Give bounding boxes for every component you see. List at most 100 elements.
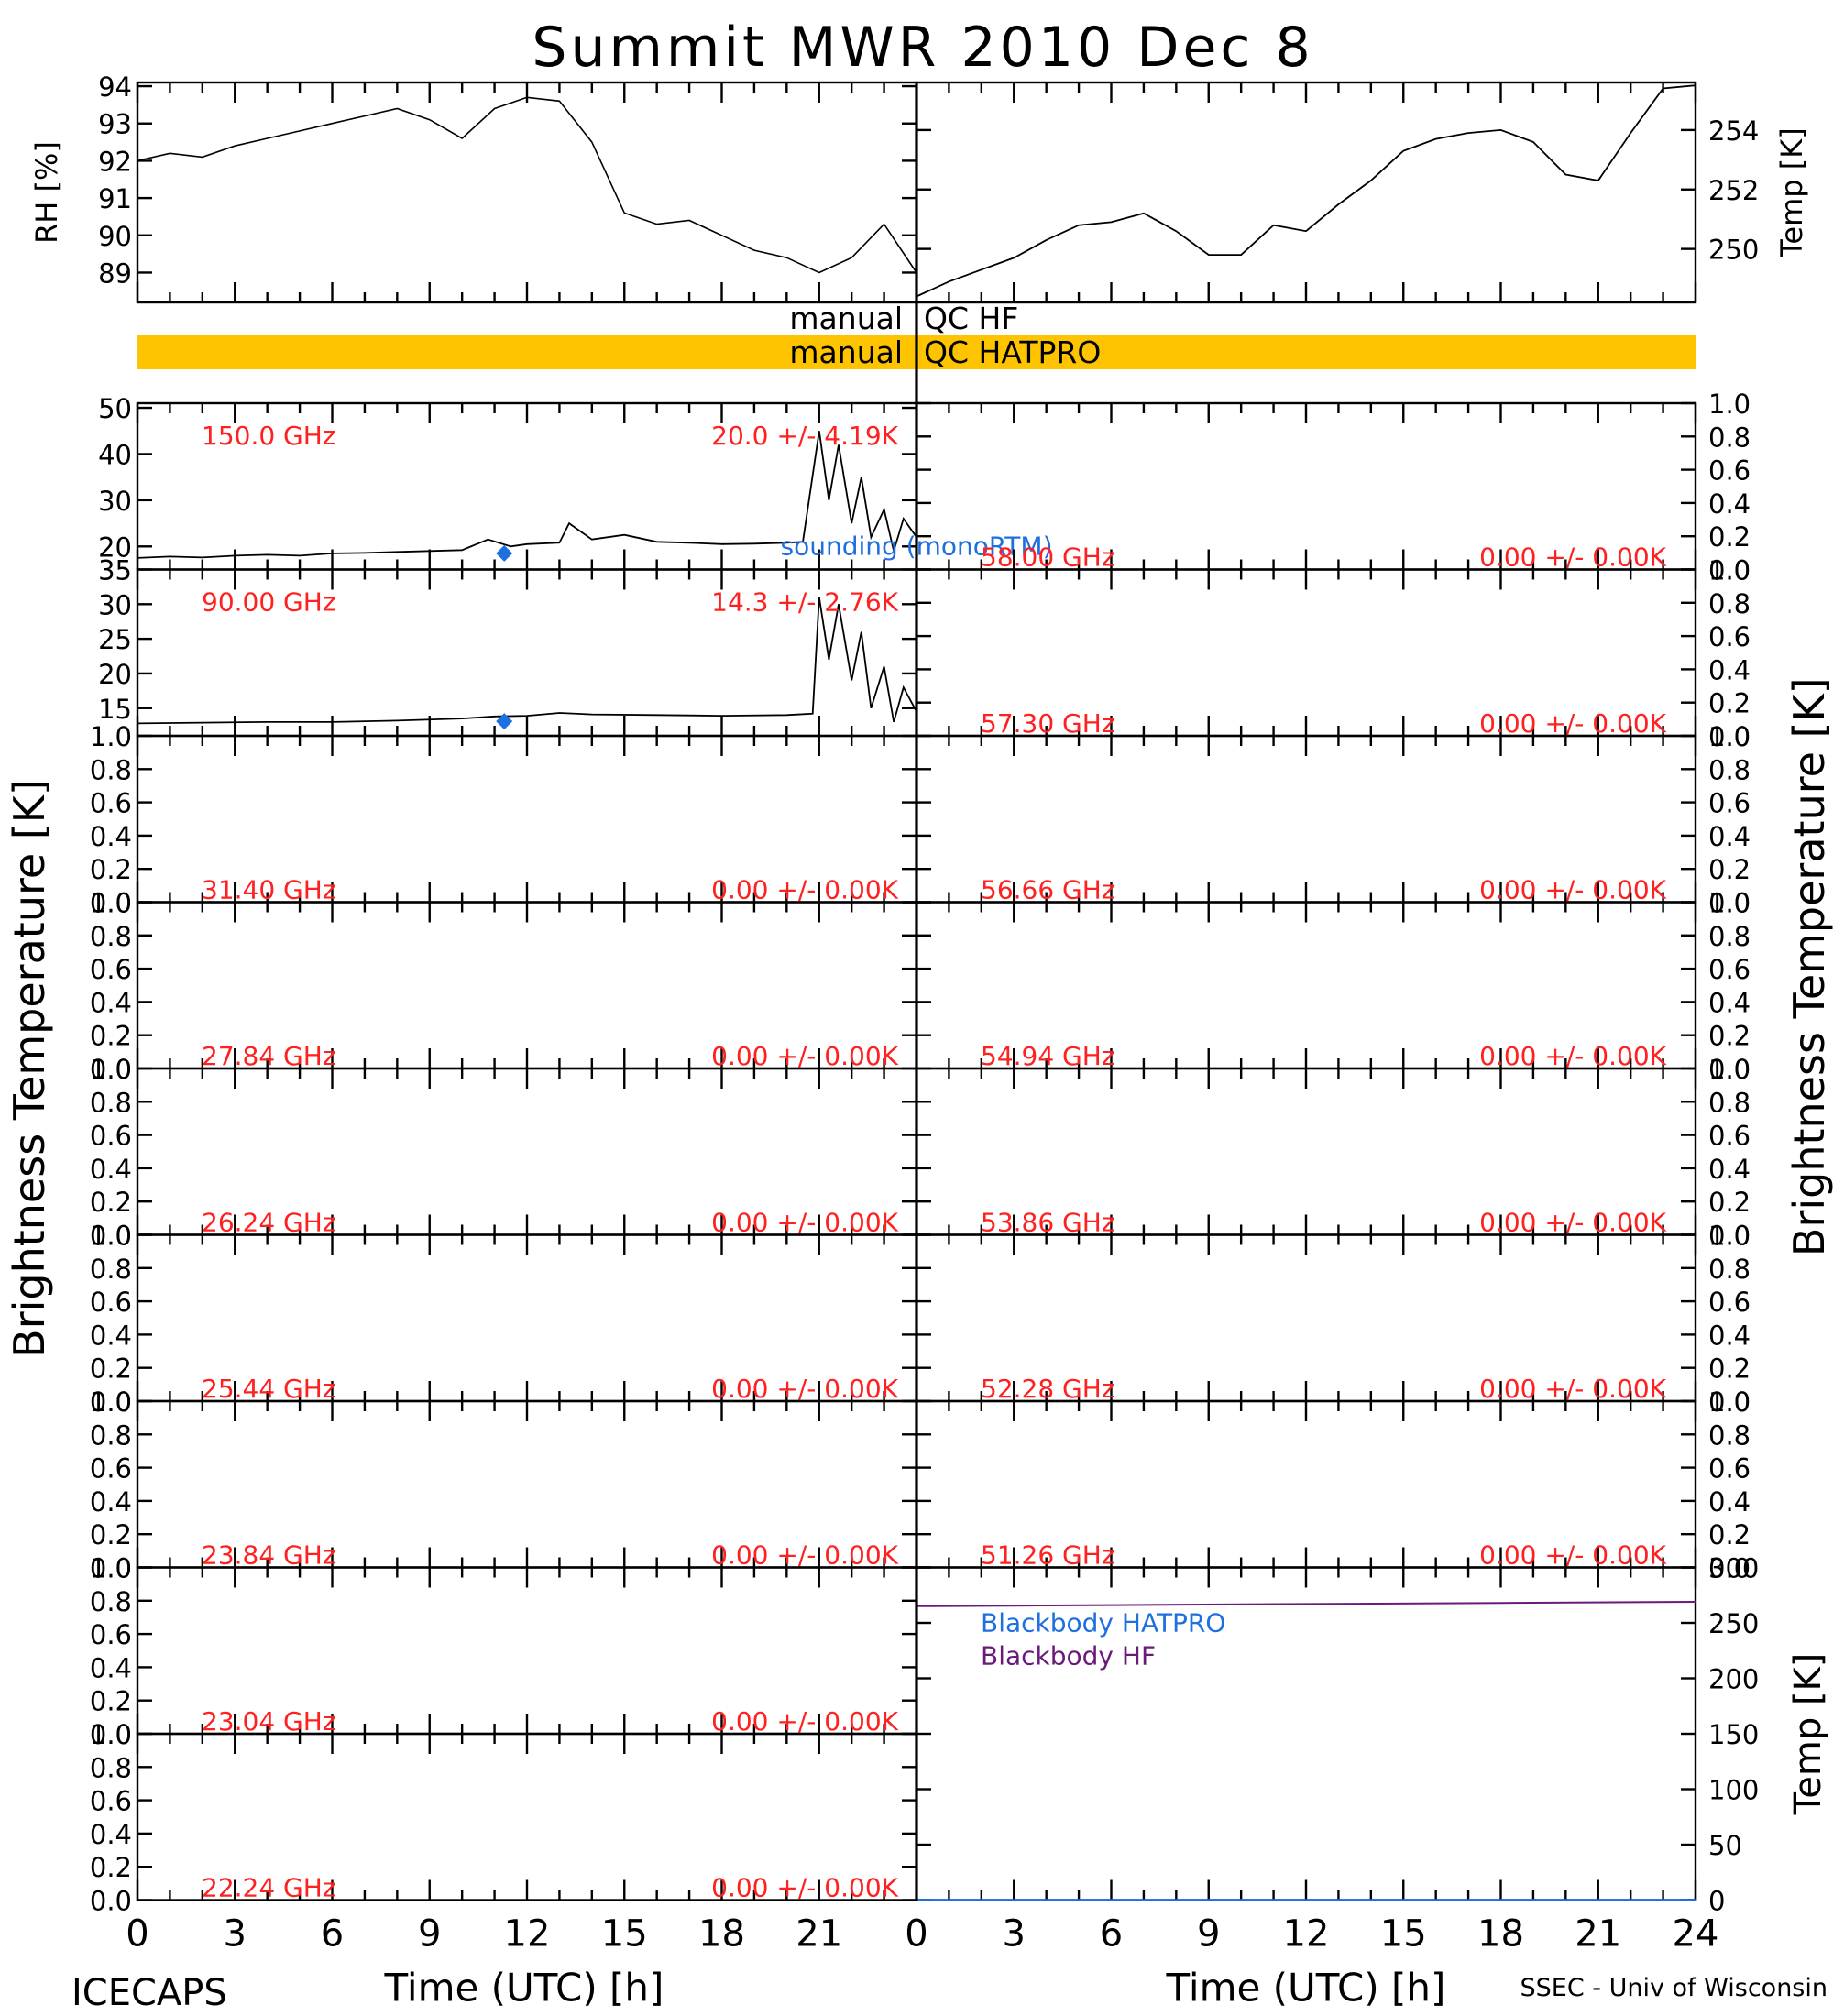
x-tick-label-left: 6: [321, 1913, 344, 1956]
bt-panel-bt26.24-ytick-label: 0.4: [90, 1154, 132, 1185]
bt-panel-bt31.40-ytick-label: 1.0: [90, 721, 132, 752]
stat-label-bt23.04: 0.00 +/- 0.00K: [711, 1706, 898, 1737]
bt-axis-label-right: Brightness Temperature [K]: [1784, 677, 1833, 1256]
x-axis-label-left: Time (UTC) [h]: [384, 1966, 664, 2011]
blackbody-panel-ytick-label: 50: [1708, 1830, 1742, 1861]
bt-panel-bt23.04-ytick-label: 0.6: [90, 1619, 132, 1650]
bt-panel-bt31.40-ytick-label: 0.0: [90, 888, 132, 919]
bt-panel-bt150-ytick-label: 50: [98, 393, 132, 424]
bt-series-line-bt150: [137, 431, 917, 559]
bt-panel-bt52.28-ytick-label: 0.6: [1708, 1287, 1751, 1318]
bt-panel-bt25.44-ytick-label: 0.0: [90, 1386, 132, 1418]
x-tick-label-right: 12: [1283, 1913, 1330, 1956]
bt-panel-bt22.24-ytick-label: 0.6: [90, 1786, 132, 1817]
freq-label-bt53.86: 53.86 GHz: [981, 1208, 1115, 1238]
stat-label-bt52.28: 0.00 +/- 0.00K: [1479, 1374, 1666, 1404]
freq-label-bt22.24: 22.24 GHz: [202, 1873, 336, 1903]
temp-panel-ytick-label: 250: [1708, 235, 1759, 266]
rh-panel-ytick-label: 94: [98, 71, 132, 103]
bt-panel-bt27.84-ytick-label: 1.0: [90, 888, 132, 919]
temp-panel-frame: [915, 81, 1697, 304]
bt-panel-bt57.30-ytick-label: 1.0: [1708, 555, 1751, 586]
bt-panel-bt23.84-ytick-label: 0.2: [90, 1519, 132, 1550]
qc-hf-label-right: QC HF: [924, 301, 1018, 336]
x-tick-label-right: 6: [1100, 1913, 1123, 1956]
bt-panel-bt58.00-ytick-label: 0.0: [1708, 555, 1751, 586]
chart-title: Summit MWR 2010 Dec 8: [532, 16, 1313, 80]
bt-panel-bt56.66-ytick-label: 0.6: [1708, 788, 1751, 819]
freq-label-bt58.00: 58.00 GHz: [981, 542, 1115, 573]
blackbody-panel-ytick-label: 250: [1708, 1608, 1759, 1639]
stat-label-bt57.30: 0.00 +/- 0.00K: [1479, 708, 1666, 739]
bt-panel-bt58.00-ytick-label: 0.2: [1708, 521, 1751, 553]
bt-panel-bt54.94-ytick-label: 0.8: [1708, 921, 1751, 952]
bt-panel-bt22.24-ytick-label: 0.4: [90, 1819, 132, 1850]
footer-left: ICECAPS: [71, 1972, 227, 2014]
x-tick-label-left: 21: [796, 1913, 842, 1956]
bt-panel-bt51.26-ytick-label: 1.0: [1708, 1386, 1751, 1418]
sounding-point-bt90: [496, 713, 513, 730]
stat-label-bt53.86: 0.00 +/- 0.00K: [1479, 1208, 1666, 1238]
bt-panel-bt26.24-ytick-label: 1.0: [90, 1054, 132, 1085]
blackbody-panel-ytick-label: 100: [1708, 1775, 1759, 1806]
bt-panel-bt51.26-ytick-label: 0.2: [1708, 1519, 1751, 1550]
x-tick-label-left: 12: [504, 1913, 551, 1956]
rh-panel-ytick-label: 93: [98, 109, 132, 140]
stat-label-bt23.84: 0.00 +/- 0.00K: [711, 1540, 898, 1571]
stat-label-bt58.00: 0.00 +/- 0.00K: [1479, 542, 1666, 573]
bt-panel-bt54.94-ytick-label: 0.4: [1708, 987, 1751, 1018]
bt-panel-bt53.86-ytick-label: 0.4: [1708, 1154, 1751, 1185]
stat-label-bt25.44: 0.00 +/- 0.00K: [711, 1374, 898, 1404]
bt-panel-bt56.66-ytick-label: 0.0: [1708, 888, 1751, 919]
rh-panel-ytick-label: 91: [98, 183, 132, 214]
bt-panel-bt90-ytick-label: 30: [98, 589, 132, 620]
rh-panel-ytick-label: 89: [98, 257, 132, 289]
stat-label-bt54.94: 0.00 +/- 0.00K: [1479, 1041, 1666, 1071]
bt-panel-bt51.26-ytick-label: 0.0: [1708, 1553, 1751, 1584]
bt-panel-bt54.94-ytick-label: 0.0: [1708, 1054, 1751, 1085]
bt-panel-bt53.86-ytick-label: 0.2: [1708, 1187, 1751, 1218]
bt-panel-bt25.44-ytick-label: 0.8: [90, 1254, 132, 1285]
bt-axis-label-left: Brightness Temperature [K]: [5, 779, 54, 1358]
freq-label-bt90: 90.00 GHz: [202, 587, 336, 618]
bt-series-line-bt90: [137, 597, 917, 725]
stat-label-bt56.66: 0.00 +/- 0.00K: [1479, 875, 1666, 905]
bt-panel-bt23.84-ytick-label: 0.6: [90, 1453, 132, 1485]
stat-label-bt150: 20.0 +/- 4.19K: [711, 421, 898, 451]
blackbody-panel-ytick-label: 300: [1708, 1553, 1759, 1584]
temp-panel-ytick-label: 254: [1708, 115, 1759, 147]
bt-panel-bt31.40-ytick-label: 0.8: [90, 754, 132, 785]
bt-panel-bt53.86-ytick-label: 0.6: [1708, 1121, 1751, 1152]
blackbody-axis-label: Temp [K]: [1787, 1653, 1829, 1816]
bt-panel-bt58.00-ytick-label: 0.4: [1708, 488, 1751, 520]
bt-panel-bt22.24-ytick-label: 0.0: [90, 1886, 132, 1917]
blackbody-panel-ytick-label: 200: [1708, 1664, 1759, 1695]
bt-panel-bt23.04-ytick-label: 0.8: [90, 1586, 132, 1617]
bt-panel-bt57.30-ytick-label: 0.8: [1708, 588, 1751, 619]
freq-label-bt54.94: 54.94 GHz: [981, 1041, 1115, 1071]
x-tick-label-left: 0: [126, 1913, 148, 1956]
freq-label-bt23.84: 23.84 GHz: [202, 1540, 336, 1571]
qc-hf-label-left: manual: [789, 301, 903, 336]
bt-panel-bt25.44-ytick-label: 0.6: [90, 1287, 132, 1318]
bt-panel-bt57.30-ytick-label: 0.2: [1708, 688, 1751, 719]
stat-label-bt51.26: 0.00 +/- 0.00K: [1479, 1540, 1666, 1571]
bt-panel-bt22.24-ytick-label: 0.2: [90, 1852, 132, 1883]
bt-panel-bt25.44-ytick-label: 1.0: [90, 1221, 132, 1252]
blackbody-hf-line: [916, 1601, 1696, 1607]
stat-label-bt90: 14.3 +/- 2.76K: [711, 587, 898, 618]
bt-panel-bt52.28-ytick-label: 0.2: [1708, 1353, 1751, 1385]
bt-panel-bt90-ytick-label: 25: [98, 624, 132, 655]
legend-blackbody-hf: Blackbody HF: [981, 1641, 1156, 1671]
bt-panel-bt54.94-ytick-label: 1.0: [1708, 888, 1751, 919]
freq-label-bt51.26: 51.26 GHz: [981, 1540, 1115, 1571]
bt-panel-bt53.86-ytick-label: 0.8: [1708, 1087, 1751, 1118]
bt-panel-bt23.84-ytick-label: 0.0: [90, 1553, 132, 1584]
footer-right: SSEC - Univ of Wisconsin: [1520, 1974, 1828, 2002]
bt-panel-bt26.24-ytick-label: 0.6: [90, 1121, 132, 1152]
bt-panel-bt27.84-ytick-label: 0.2: [90, 1021, 132, 1052]
bt-panel-bt27.84-ytick-label: 0.0: [90, 1054, 132, 1085]
x-tick-label-right: 9: [1197, 1913, 1220, 1956]
qc-hatpro-label-right: QC HATPRO: [924, 334, 1101, 370]
